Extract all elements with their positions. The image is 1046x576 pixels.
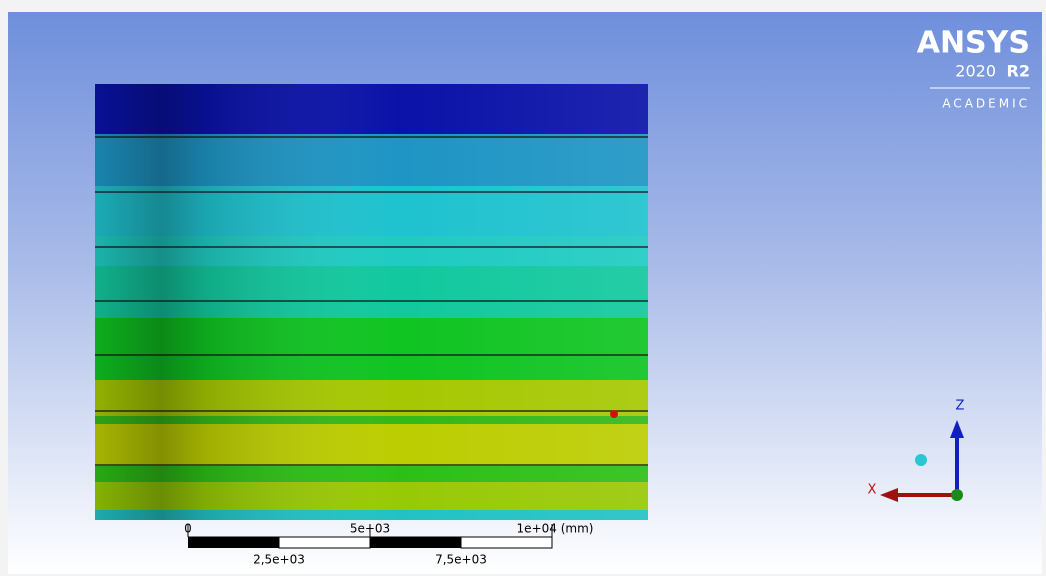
- logo-edition: ACADEMIC: [942, 97, 1030, 111]
- iso-sphere: [915, 454, 927, 466]
- page: ANSYS 2020 R2 ACADEMIC 0 5e+03 1e+04 (mm…: [0, 0, 1046, 576]
- logo-release: R2: [1007, 62, 1030, 81]
- probe-point: [610, 410, 618, 418]
- y-axis-dot: [951, 489, 963, 501]
- logo-product: ANSYS: [917, 26, 1030, 61]
- logo-version: 2020: [955, 62, 996, 81]
- contour-plot: [95, 84, 648, 520]
- z-label: Z: [956, 399, 965, 414]
- scale-segment: [188, 537, 279, 548]
- x-label: X: [868, 483, 877, 498]
- scale-label: 2,5e+03: [253, 553, 305, 567]
- viewport: ANSYS 2020 R2 ACADEMIC 0 5e+03 1e+04 (mm…: [0, 0, 1046, 576]
- scale-segment: [370, 537, 461, 548]
- scale-label: 7,5e+03: [435, 553, 487, 567]
- scale-label: 1e+04 (mm): [517, 522, 594, 536]
- scale-segment: [461, 537, 552, 548]
- shading: [95, 84, 648, 520]
- scale-label: 5e+03: [350, 522, 390, 536]
- scale-segment: [279, 537, 370, 548]
- scale-label: 0: [184, 522, 192, 536]
